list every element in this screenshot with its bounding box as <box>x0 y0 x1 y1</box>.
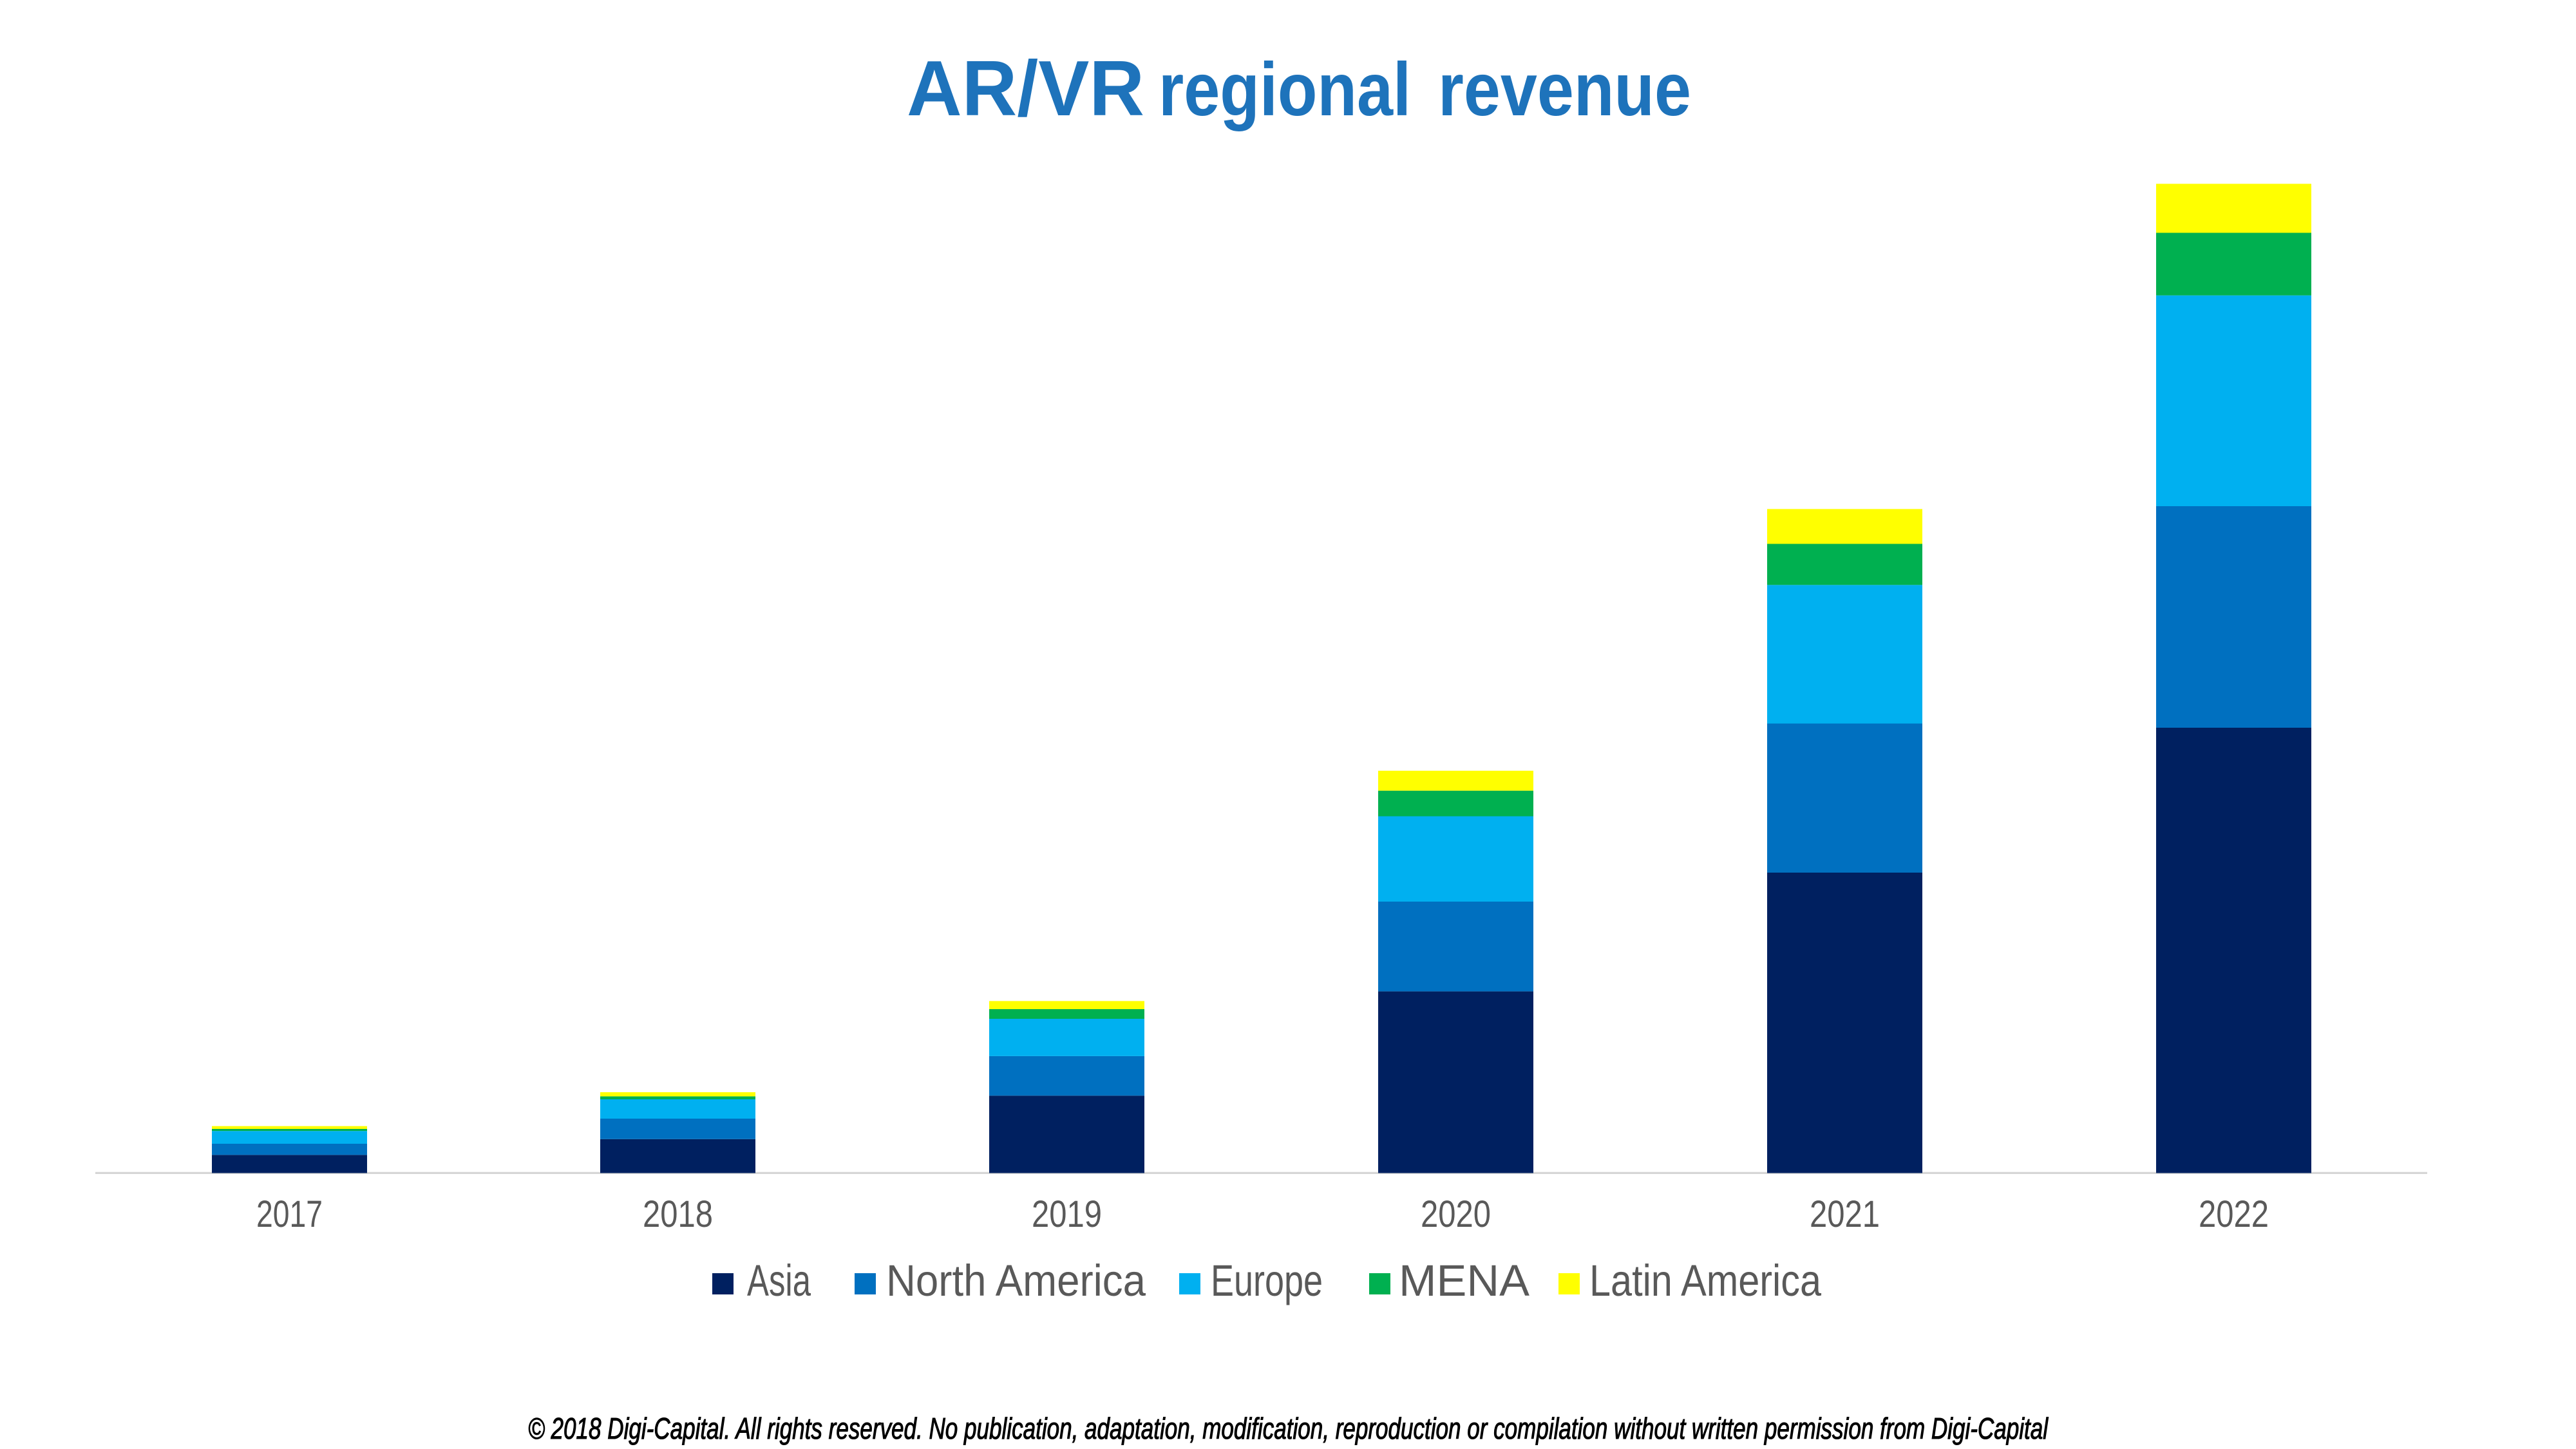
svg-text:2021: 2021 <box>1810 1193 1880 1235</box>
svg-text:Latin America: Latin America <box>1589 1256 1822 1305</box>
svg-text:2019: 2019 <box>1032 1193 1102 1235</box>
svg-text:2022: 2022 <box>2199 1193 2269 1235</box>
svg-text:revenue: revenue <box>1438 47 1691 131</box>
svg-text:2017: 2017 <box>256 1193 323 1235</box>
svg-text:MENA: MENA <box>1399 1256 1530 1305</box>
svg-text:© 2018 Digi-Capital. All right: © 2018 Digi-Capital. All rights reserved… <box>528 1412 2049 1445</box>
svg-text:2018: 2018 <box>643 1193 713 1235</box>
svg-text:North America: North America <box>886 1256 1146 1305</box>
svg-text:2020: 2020 <box>1421 1193 1491 1235</box>
svg-text:regional: regional <box>1159 47 1411 131</box>
svg-text:Europe: Europe <box>1211 1256 1323 1305</box>
svg-text:AR/VR: AR/VR <box>907 44 1144 132</box>
svg-text:Asia: Asia <box>747 1256 811 1305</box>
